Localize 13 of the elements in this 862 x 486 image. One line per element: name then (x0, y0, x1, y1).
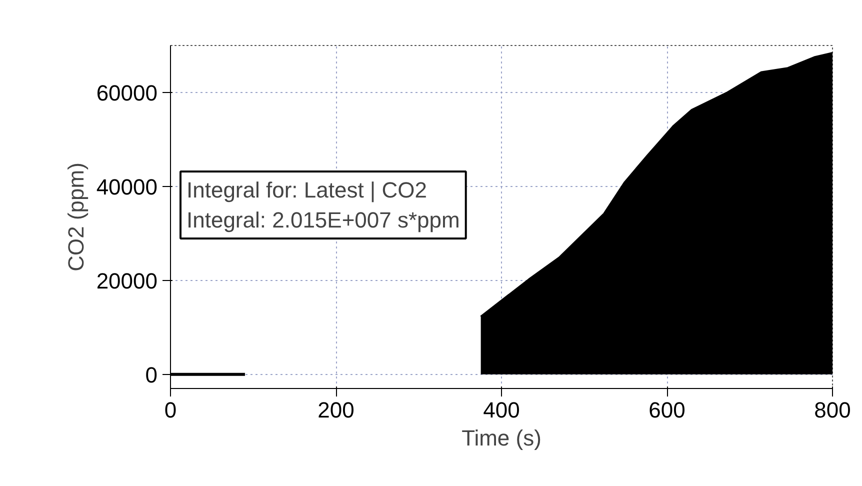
y-tick-label: 40000 (96, 174, 158, 200)
y-axis-title: CO2 (ppm) (63, 162, 88, 272)
y-tick-label: 60000 (96, 80, 158, 106)
x-tick-label: 0 (164, 398, 177, 422)
annotation: Integral: 2.015E+007 s*ppm (186, 208, 460, 232)
x-tick-label: 200 (318, 398, 354, 422)
annotation: Integral for: Latest | CO2 (186, 178, 427, 202)
y-tick-label: 0 (145, 362, 158, 388)
x-tick-label: 800 (814, 398, 851, 422)
x-tick-label: 600 (648, 398, 686, 422)
y-tick-label: 20000 (96, 268, 158, 294)
x-tick-label: 400 (483, 398, 520, 422)
x-axis-title: Time (s) (462, 426, 542, 450)
